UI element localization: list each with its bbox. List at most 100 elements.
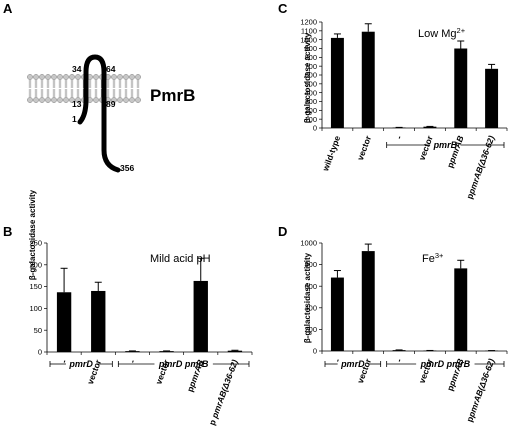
lipid-head [57,74,63,80]
panel-letter-c: C [278,1,288,16]
lipid-head [63,74,69,80]
group-label: pmrD pmrB [158,359,209,369]
lipid-head [117,97,123,103]
category-label: ppmrAB(Δ36-62) [464,134,496,200]
category-label-prefix: p [464,415,475,423]
residue-13: 13 [72,99,82,109]
lipid-head [123,97,129,103]
category-label-gene: pmrAB(Δ36-62) [466,357,497,419]
panel-a-topology: A 34 64 13 89 1 356 PmrB [3,1,195,173]
category-label: - [127,358,137,364]
y-tick-label: 600 [304,71,317,80]
membrane-bilayer [27,74,141,103]
y-tick-label: 200 [29,260,42,269]
group-label: pmrD pmrB [420,359,471,369]
y-axis-label-c: β-galactosidase activity [303,32,312,123]
lipid-head [111,97,117,103]
bar [361,251,375,351]
group-label: pmrD [340,359,365,369]
category-label: vector [355,134,373,162]
category-label-gene: pmrAB(Δ36-62) [209,358,240,420]
category-label: - [332,357,342,363]
residue-89: 89 [106,99,116,109]
lipid-head [129,74,135,80]
lipid-head [27,74,33,80]
category-label-prefix: p [185,385,196,393]
condition-label-b: Mild acid pH [150,253,211,265]
y-tick-label: 200 [304,106,317,115]
condition-label-c: Low Mg2+ [418,26,466,40]
lipid-head [57,97,63,103]
y-tick-label: 200 [304,325,317,334]
panel-letter-b: B [3,224,12,239]
lipid-head [63,97,69,103]
bar [125,351,140,352]
y-tick-label: 100 [304,115,317,124]
condition-text-c: Low Mg [418,28,457,40]
bar [454,268,468,351]
bar [392,350,406,351]
y-tick-label: 500 [304,79,317,88]
residue-34: 34 [72,64,82,74]
group-label: pmrD [68,359,93,369]
lipid-head [123,74,129,80]
bar [423,126,437,128]
y-tick-label: 100 [29,304,42,313]
bar [330,277,344,351]
residue-1: 1 [72,114,77,124]
pmrb-transmembrane-chain [77,54,121,173]
y-tick-label: 600 [304,282,317,291]
panel-d-chart: D β-galactosidase activity Fe3+ 0 200 400 6… [278,224,508,423]
lipid-head [45,74,51,80]
category-label-gene: pmrAB(Δ36-62) [466,134,497,196]
residue-356: 356 [120,163,134,173]
lipid-head [33,74,39,80]
condition-sup-d: 3+ [435,251,444,260]
category-label: - [59,358,69,364]
panel-letter-a: A [3,1,13,16]
protein-name: PmrB [150,86,195,105]
lipid-head [33,97,39,103]
condition-text-d: Fe [422,253,435,265]
bar [330,37,344,128]
bar [485,68,499,128]
y-tick-label: 700 [304,62,317,71]
lipid-head [39,74,45,80]
y-tick-label: 400 [304,88,317,97]
y-tick-label: 400 [304,303,317,312]
panel-b-chart: B β-galactosidase activity Mild acid pH … [3,189,253,427]
category-label: vector [417,134,435,162]
y-tick-label: 0 [38,348,42,357]
category-label-prefix: p [445,384,456,392]
bar [91,290,106,352]
lipid-head [93,74,99,80]
y-tick-label: 800 [304,260,317,269]
y-tick-label: 0 [313,124,317,133]
lipid-head [27,97,33,103]
panel-c-chart: C β-galactosidase activity Low Mg2+ 0100… [278,1,508,200]
y-tick-label: 1000 [300,239,317,248]
category-label-prefix: p [445,161,456,169]
bar [193,280,208,352]
panel-letter-d: D [278,224,287,239]
bar [159,351,174,352]
category-label: - [394,134,404,140]
category-label-prefix: p [207,416,219,427]
bar [361,31,375,128]
y-tick-label: 50 [34,326,42,335]
bar [227,350,243,352]
lipid-head [75,97,81,103]
lipid-head [75,74,81,80]
bar [454,48,468,128]
lipid-head [135,74,141,80]
lipid-head [129,97,135,103]
lipid-head [111,74,117,80]
y-axis-label-d: β-galactosidase activity [303,252,312,343]
y-tick-label: 1200 [300,18,317,27]
lipid-head [117,74,123,80]
category-label: p pmrAB(Δ36-62) [207,358,240,426]
bar [56,292,72,352]
